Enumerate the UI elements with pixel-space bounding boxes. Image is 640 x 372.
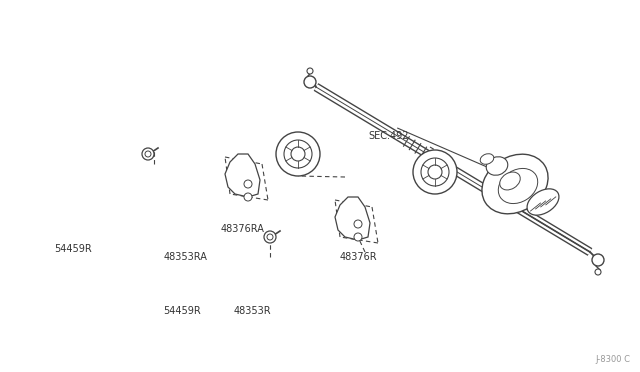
Text: SEC.492: SEC.492 <box>368 131 408 141</box>
Polygon shape <box>225 154 260 197</box>
Text: 54459R: 54459R <box>54 244 92 254</box>
Text: 48376R: 48376R <box>339 252 377 262</box>
Circle shape <box>142 148 154 160</box>
Circle shape <box>428 165 442 179</box>
Polygon shape <box>335 197 370 240</box>
Circle shape <box>413 150 457 194</box>
Circle shape <box>244 193 252 201</box>
Ellipse shape <box>527 189 559 215</box>
Text: 48353R: 48353R <box>234 306 271 315</box>
Text: 48376RA: 48376RA <box>221 224 265 234</box>
Circle shape <box>595 269 601 275</box>
Ellipse shape <box>486 157 508 175</box>
Circle shape <box>354 220 362 228</box>
Text: 48353RA: 48353RA <box>163 252 207 262</box>
Ellipse shape <box>500 172 520 190</box>
Ellipse shape <box>482 154 548 214</box>
Ellipse shape <box>499 169 538 203</box>
Circle shape <box>264 231 276 243</box>
Circle shape <box>284 140 312 168</box>
Circle shape <box>592 254 604 266</box>
Circle shape <box>267 234 273 240</box>
Text: 54459R: 54459R <box>163 306 201 315</box>
Circle shape <box>354 233 362 241</box>
Circle shape <box>304 76 316 88</box>
Circle shape <box>291 147 305 161</box>
Circle shape <box>276 132 320 176</box>
Circle shape <box>421 158 449 186</box>
Circle shape <box>145 151 151 157</box>
Text: J-8300 C: J-8300 C <box>595 355 630 364</box>
Circle shape <box>244 180 252 188</box>
Circle shape <box>307 68 313 74</box>
Ellipse shape <box>480 154 494 164</box>
